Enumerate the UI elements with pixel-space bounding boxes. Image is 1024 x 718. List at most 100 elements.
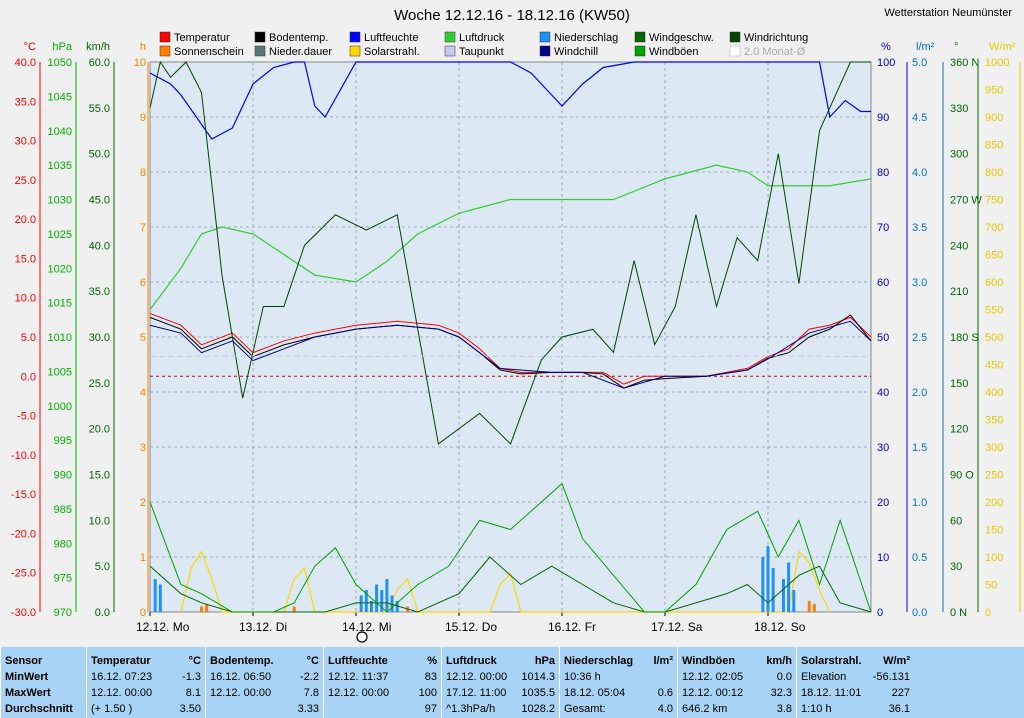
tick-label-solar: 150 bbox=[985, 525, 1003, 537]
series-line bbox=[149, 164, 872, 310]
legend-swatch[interactable] bbox=[729, 31, 741, 43]
legend-label[interactable]: Sonnenschein bbox=[174, 46, 244, 58]
summary-row: 12.12. 00:12 32.3 bbox=[682, 685, 792, 701]
legend-label[interactable]: Bodentemp. bbox=[269, 32, 328, 44]
summary-col: Sensor MinWert MaxWert Durchschnitt bbox=[0, 647, 86, 718]
legend-swatch[interactable] bbox=[539, 45, 551, 57]
legend-swatch[interactable] bbox=[444, 31, 456, 43]
legend-swatch[interactable] bbox=[159, 31, 171, 43]
tick-label-precipitation: 2.5 bbox=[912, 332, 927, 344]
legend-swatch[interactable] bbox=[159, 45, 171, 57]
legend-swatch[interactable] bbox=[349, 45, 361, 57]
tick-label-temperature: -5.0 bbox=[17, 411, 36, 423]
tick-label-solar: 700 bbox=[985, 222, 1003, 234]
legend-swatch[interactable] bbox=[349, 31, 361, 43]
summary-header: Solarstrahl. W/m² bbox=[801, 653, 910, 669]
summary-header: Windböen km/h bbox=[682, 653, 792, 669]
summary-col: Windböen km/h 12.12. 02:05 0.0 12.12. 00:12 3… bbox=[677, 647, 796, 718]
legend-swatch[interactable] bbox=[254, 31, 266, 43]
tick-label-wind_speed: 55.0 bbox=[89, 103, 110, 115]
tick-label-humidity: 20 bbox=[877, 497, 889, 509]
precip-bar bbox=[390, 595, 394, 612]
tick-label-pressure: 990 bbox=[54, 470, 72, 482]
tick-label-wind_speed: 50.0 bbox=[89, 149, 110, 161]
summary-row-value: 36.1 bbox=[888, 703, 910, 715]
precip-bar bbox=[158, 584, 162, 612]
tick-label-solar: 850 bbox=[985, 140, 1003, 152]
tick-label-pressure: 995 bbox=[54, 435, 72, 447]
legend-label[interactable]: Windchill bbox=[554, 46, 598, 58]
tick-label-wind_speed: 45.0 bbox=[89, 195, 110, 207]
station-name: Wetterstation Neumünster bbox=[884, 7, 1012, 19]
series-layer bbox=[149, 60, 872, 613]
legend-label[interactable]: Nieder.dauer bbox=[269, 46, 332, 58]
legend-label[interactable]: Luftdruck bbox=[459, 32, 505, 44]
summary-header: Sensor bbox=[5, 653, 82, 669]
summary-row-value: 3.50 bbox=[179, 703, 201, 715]
x-tick-label: 18.12. So bbox=[754, 620, 806, 634]
legend-swatch[interactable] bbox=[539, 31, 551, 43]
legend-swatch[interactable] bbox=[634, 31, 646, 43]
series-line bbox=[149, 60, 871, 445]
tick-label-wind_speed: 20.0 bbox=[89, 424, 110, 436]
tick-label-solar: 1000 bbox=[985, 57, 1009, 69]
tick-label-solar: 800 bbox=[985, 167, 1003, 179]
tick-label-wind_direction: 120 bbox=[950, 424, 968, 436]
series-line bbox=[149, 355, 872, 358]
summary-row-label: 18.12. 05:04 bbox=[564, 687, 626, 699]
tick-label-temperature: 40.0 bbox=[15, 57, 36, 69]
legend-label[interactable]: 2.0 Monat-Ø bbox=[744, 46, 806, 58]
legend-swatch[interactable] bbox=[634, 45, 646, 57]
summary-row-value: 97 bbox=[424, 703, 437, 715]
now-marker-icon[interactable] bbox=[356, 631, 368, 643]
precip-bar bbox=[364, 590, 368, 612]
precip-bar bbox=[153, 579, 157, 612]
legend-label[interactable]: Taupunkt bbox=[459, 46, 504, 58]
tick-label-precipitation: 4.0 bbox=[912, 167, 927, 179]
tick-label-temperature: 5.0 bbox=[21, 332, 36, 344]
legend-label[interactable]: Temperatur bbox=[174, 32, 230, 44]
legend-swatch[interactable] bbox=[729, 45, 741, 57]
tick-label-wind_speed: 5.0 bbox=[95, 561, 110, 573]
summary-header-unit: km/h bbox=[766, 655, 792, 667]
tick-label-wind_speed: 10.0 bbox=[89, 515, 110, 527]
tick-label-pressure: 1020 bbox=[48, 263, 72, 275]
legend-label[interactable]: Niederschlag bbox=[554, 32, 618, 44]
tick-label-solar: 50 bbox=[985, 580, 997, 592]
tick-label-solar: 300 bbox=[985, 442, 1003, 454]
tick-label-wind_speed: 30.0 bbox=[89, 332, 110, 344]
summary-row: Durchschnitt bbox=[5, 701, 82, 717]
legend-label[interactable]: Luftfeuchte bbox=[364, 32, 418, 44]
summary-header-title: Luftfeuchte bbox=[328, 655, 388, 667]
tick-label-solar: 550 bbox=[985, 305, 1003, 317]
precip-bar bbox=[380, 590, 384, 612]
series-solar bbox=[180, 550, 831, 613]
tick-label-precipitation: 5.0 bbox=[912, 57, 927, 69]
summary-row: 17.12. 11:00 1035.5 bbox=[446, 685, 555, 701]
precip-bar bbox=[781, 579, 785, 612]
legend-label[interactable]: Solarstrahl. bbox=[364, 46, 420, 58]
legend-label[interactable]: Windgeschw. bbox=[649, 32, 714, 44]
tick-label-wind_direction: 60 bbox=[950, 515, 962, 527]
legend-label[interactable]: Windrichtung bbox=[744, 32, 808, 44]
tick-label-humidity: 90 bbox=[877, 112, 889, 124]
tick-label-sunshine: 3 bbox=[140, 442, 146, 454]
legend-swatch[interactable] bbox=[444, 45, 456, 57]
summary-header-title: Temperatur bbox=[91, 655, 151, 667]
summary-row-label: 10:36 h bbox=[564, 671, 601, 683]
summary-col: Temperatur °C 16.12. 07:23 -1.3 12.12. 00:00… bbox=[86, 647, 205, 718]
legend-label[interactable]: Windböen bbox=[649, 46, 699, 58]
axis-unit-sunshine: h bbox=[140, 41, 146, 53]
tick-label-solar: 600 bbox=[985, 277, 1003, 289]
summary-row-label: 12.12. 00:00 bbox=[446, 671, 508, 683]
legend-swatch[interactable] bbox=[254, 45, 266, 57]
summary-row-label: 16.12. 06:50 bbox=[210, 671, 272, 683]
tick-label-wind_speed: 40.0 bbox=[89, 240, 110, 252]
tick-label-pressure: 970 bbox=[54, 607, 72, 619]
summary-header-unit: hPa bbox=[534, 655, 555, 667]
tick-label-precipitation: 1.0 bbox=[912, 497, 927, 509]
summary-row: 1:10 h 36.1 bbox=[801, 701, 910, 717]
precip-bar bbox=[766, 546, 770, 612]
summary-header: Bodentemp. °C bbox=[210, 653, 319, 669]
x-tick-label: 13.12. Di bbox=[239, 620, 287, 634]
